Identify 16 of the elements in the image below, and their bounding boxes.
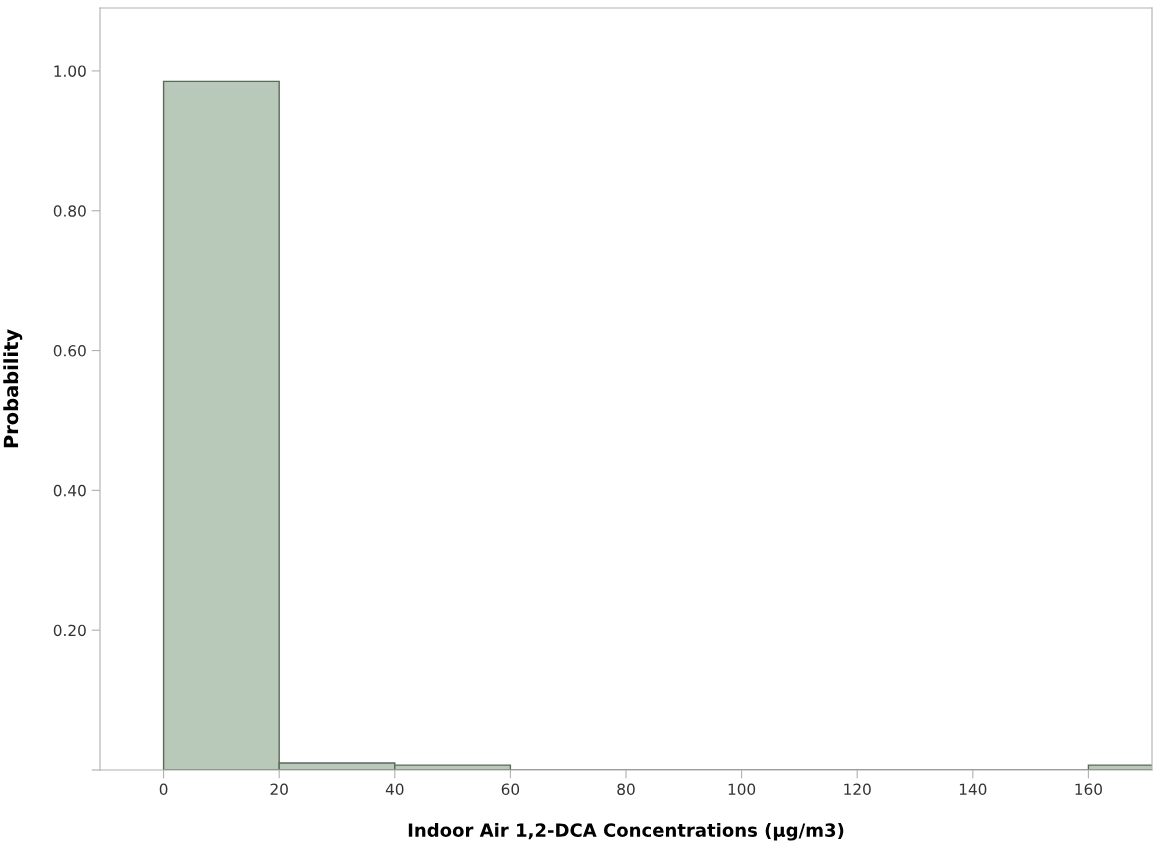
x-tick-label: 20 [270,783,288,796]
x-tick-label: 120 [844,783,871,796]
y-tick-label: 0.40 [53,484,86,497]
y-tick-label: 0.20 [53,624,86,637]
x-tick-label: 80 [617,783,635,796]
y-tick-label: 0.80 [53,205,86,217]
x-tick-label: 0 [159,783,168,796]
x-tick-label: 160 [1075,783,1102,796]
x-tick-label: 100 [728,783,756,796]
y-axis-title: Probability [3,329,23,448]
y-tick-label: 0.60 [53,345,86,357]
y-tick-label: 1.00 [54,65,86,77]
x-axis-title: Indoor Air 1,2-DCA Concentrations (µg/m3) [408,822,844,841]
x-tick-label: 140 [959,783,987,796]
x-tick-label: 40 [385,783,404,796]
x-tick-label: 60 [501,783,520,796]
